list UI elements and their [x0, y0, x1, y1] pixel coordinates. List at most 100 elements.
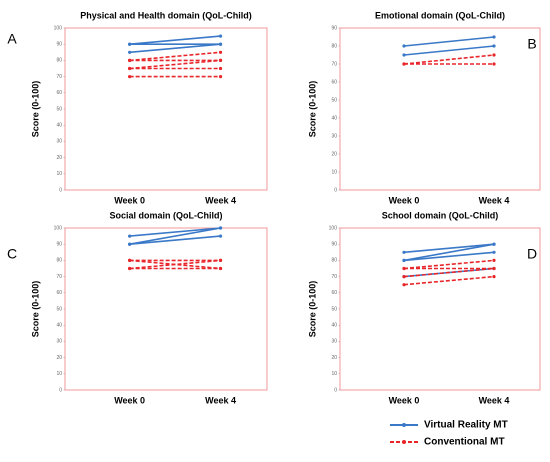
subject-line [129, 43, 221, 54]
y-tick-label: 0 [334, 387, 337, 393]
point [402, 266, 406, 271]
x-tick-label: Week 0 [114, 395, 145, 405]
subject-line [403, 267, 495, 278]
point [128, 266, 132, 271]
y-tick-label: 70 [56, 74, 62, 80]
point [492, 266, 496, 271]
y-tick-label: 30 [56, 139, 62, 145]
y-tick-label: 20 [331, 151, 337, 157]
point [218, 66, 223, 71]
y-axis-label: Score (0-100) [30, 281, 40, 338]
y-tick-label: 70 [331, 274, 337, 280]
x-tick-label: Week 4 [479, 395, 510, 405]
y-tick-label: 30 [331, 339, 337, 345]
subject-line [403, 54, 495, 65]
y-tick-label: 0 [59, 187, 62, 193]
y-tick-label: 100 [54, 25, 63, 31]
point [218, 266, 223, 271]
y-tick-label: 90 [331, 25, 337, 31]
y-tick-label: 40 [331, 115, 337, 121]
point [492, 44, 496, 48]
panel-title: Physical and Health domain (QoL-Child) [80, 10, 252, 20]
x-tick-label: Week 4 [205, 195, 236, 205]
y-tick-label: 10 [331, 169, 337, 175]
subject-line [129, 59, 221, 70]
x-tick-label: Week 0 [114, 195, 145, 205]
point [492, 242, 496, 246]
y-tick-label: 70 [56, 274, 62, 280]
point [218, 50, 223, 54]
y-tick-label: 30 [331, 133, 337, 139]
x-tick-label: Week 0 [389, 195, 420, 205]
y-tick-label: 30 [56, 339, 62, 345]
point [128, 66, 132, 71]
subject-line [129, 227, 221, 237]
plot-frame [339, 227, 541, 391]
y-tick-label: 80 [56, 258, 62, 264]
y-tick-label: 60 [331, 79, 337, 85]
legend-label: Conventional MT [424, 437, 505, 448]
y-axis-label: Score (0-100) [307, 281, 317, 338]
panel-letter: D [527, 246, 537, 262]
plot-frame [64, 227, 268, 391]
subject-line [129, 235, 221, 245]
point [492, 250, 496, 254]
subject-line [403, 36, 495, 47]
subject-line [129, 35, 221, 45]
y-tick-label: 40 [56, 323, 62, 329]
point [128, 258, 132, 262]
point [128, 75, 132, 79]
point [128, 242, 132, 246]
x-tick-label: Week 4 [205, 395, 236, 405]
subject-line [403, 275, 495, 286]
point [402, 275, 406, 279]
y-tick-label: 20 [56, 355, 62, 361]
y-axis-label: Score (0-100) [30, 81, 40, 138]
panel-letter: C [7, 246, 17, 262]
y-tick-label: 50 [56, 306, 62, 312]
y-tick-label: 40 [56, 123, 62, 129]
y-tick-label: 80 [56, 58, 62, 64]
legend-marker [402, 423, 406, 427]
point [218, 42, 223, 46]
point [128, 234, 132, 238]
y-tick-label: 70 [331, 61, 337, 67]
y-tick-label: 80 [331, 43, 337, 49]
point [128, 42, 132, 46]
panel-title: Social domain (QoL-Child) [110, 210, 223, 220]
panel-letter: B [527, 36, 536, 52]
point [402, 250, 406, 254]
point [218, 258, 223, 262]
plot-frame [339, 27, 541, 191]
point [492, 53, 496, 57]
y-tick-label: 90 [56, 42, 62, 48]
y-tick-label: 40 [331, 323, 337, 329]
y-tick-label: 10 [56, 171, 62, 177]
y-tick-label: 80 [331, 258, 337, 264]
y-tick-label: 50 [56, 106, 62, 112]
panel-title: School domain (QoL-Child) [382, 210, 499, 220]
y-tick-label: 60 [331, 290, 337, 296]
legend-label: Virtual Reality MT [424, 420, 508, 431]
subject-line [403, 243, 495, 262]
y-axis-label: Score (0-100) [307, 81, 317, 138]
point [492, 258, 496, 262]
subject-line [403, 45, 495, 56]
point [128, 50, 132, 54]
point [402, 44, 406, 48]
subject-line [129, 259, 221, 270]
subject-line [403, 243, 495, 254]
panel-title: Emotional domain (QoL-Child) [375, 10, 505, 20]
y-tick-label: 50 [331, 97, 337, 103]
point [128, 58, 132, 63]
point [402, 62, 406, 66]
y-tick-label: 60 [56, 90, 62, 96]
y-tick-label: 100 [54, 225, 63, 231]
point [492, 62, 496, 66]
y-tick-label: 10 [56, 371, 62, 377]
x-tick-label: Week 0 [389, 395, 420, 405]
x-tick-label: Week 4 [479, 195, 510, 205]
point [492, 275, 496, 279]
legend-marker [402, 440, 406, 444]
